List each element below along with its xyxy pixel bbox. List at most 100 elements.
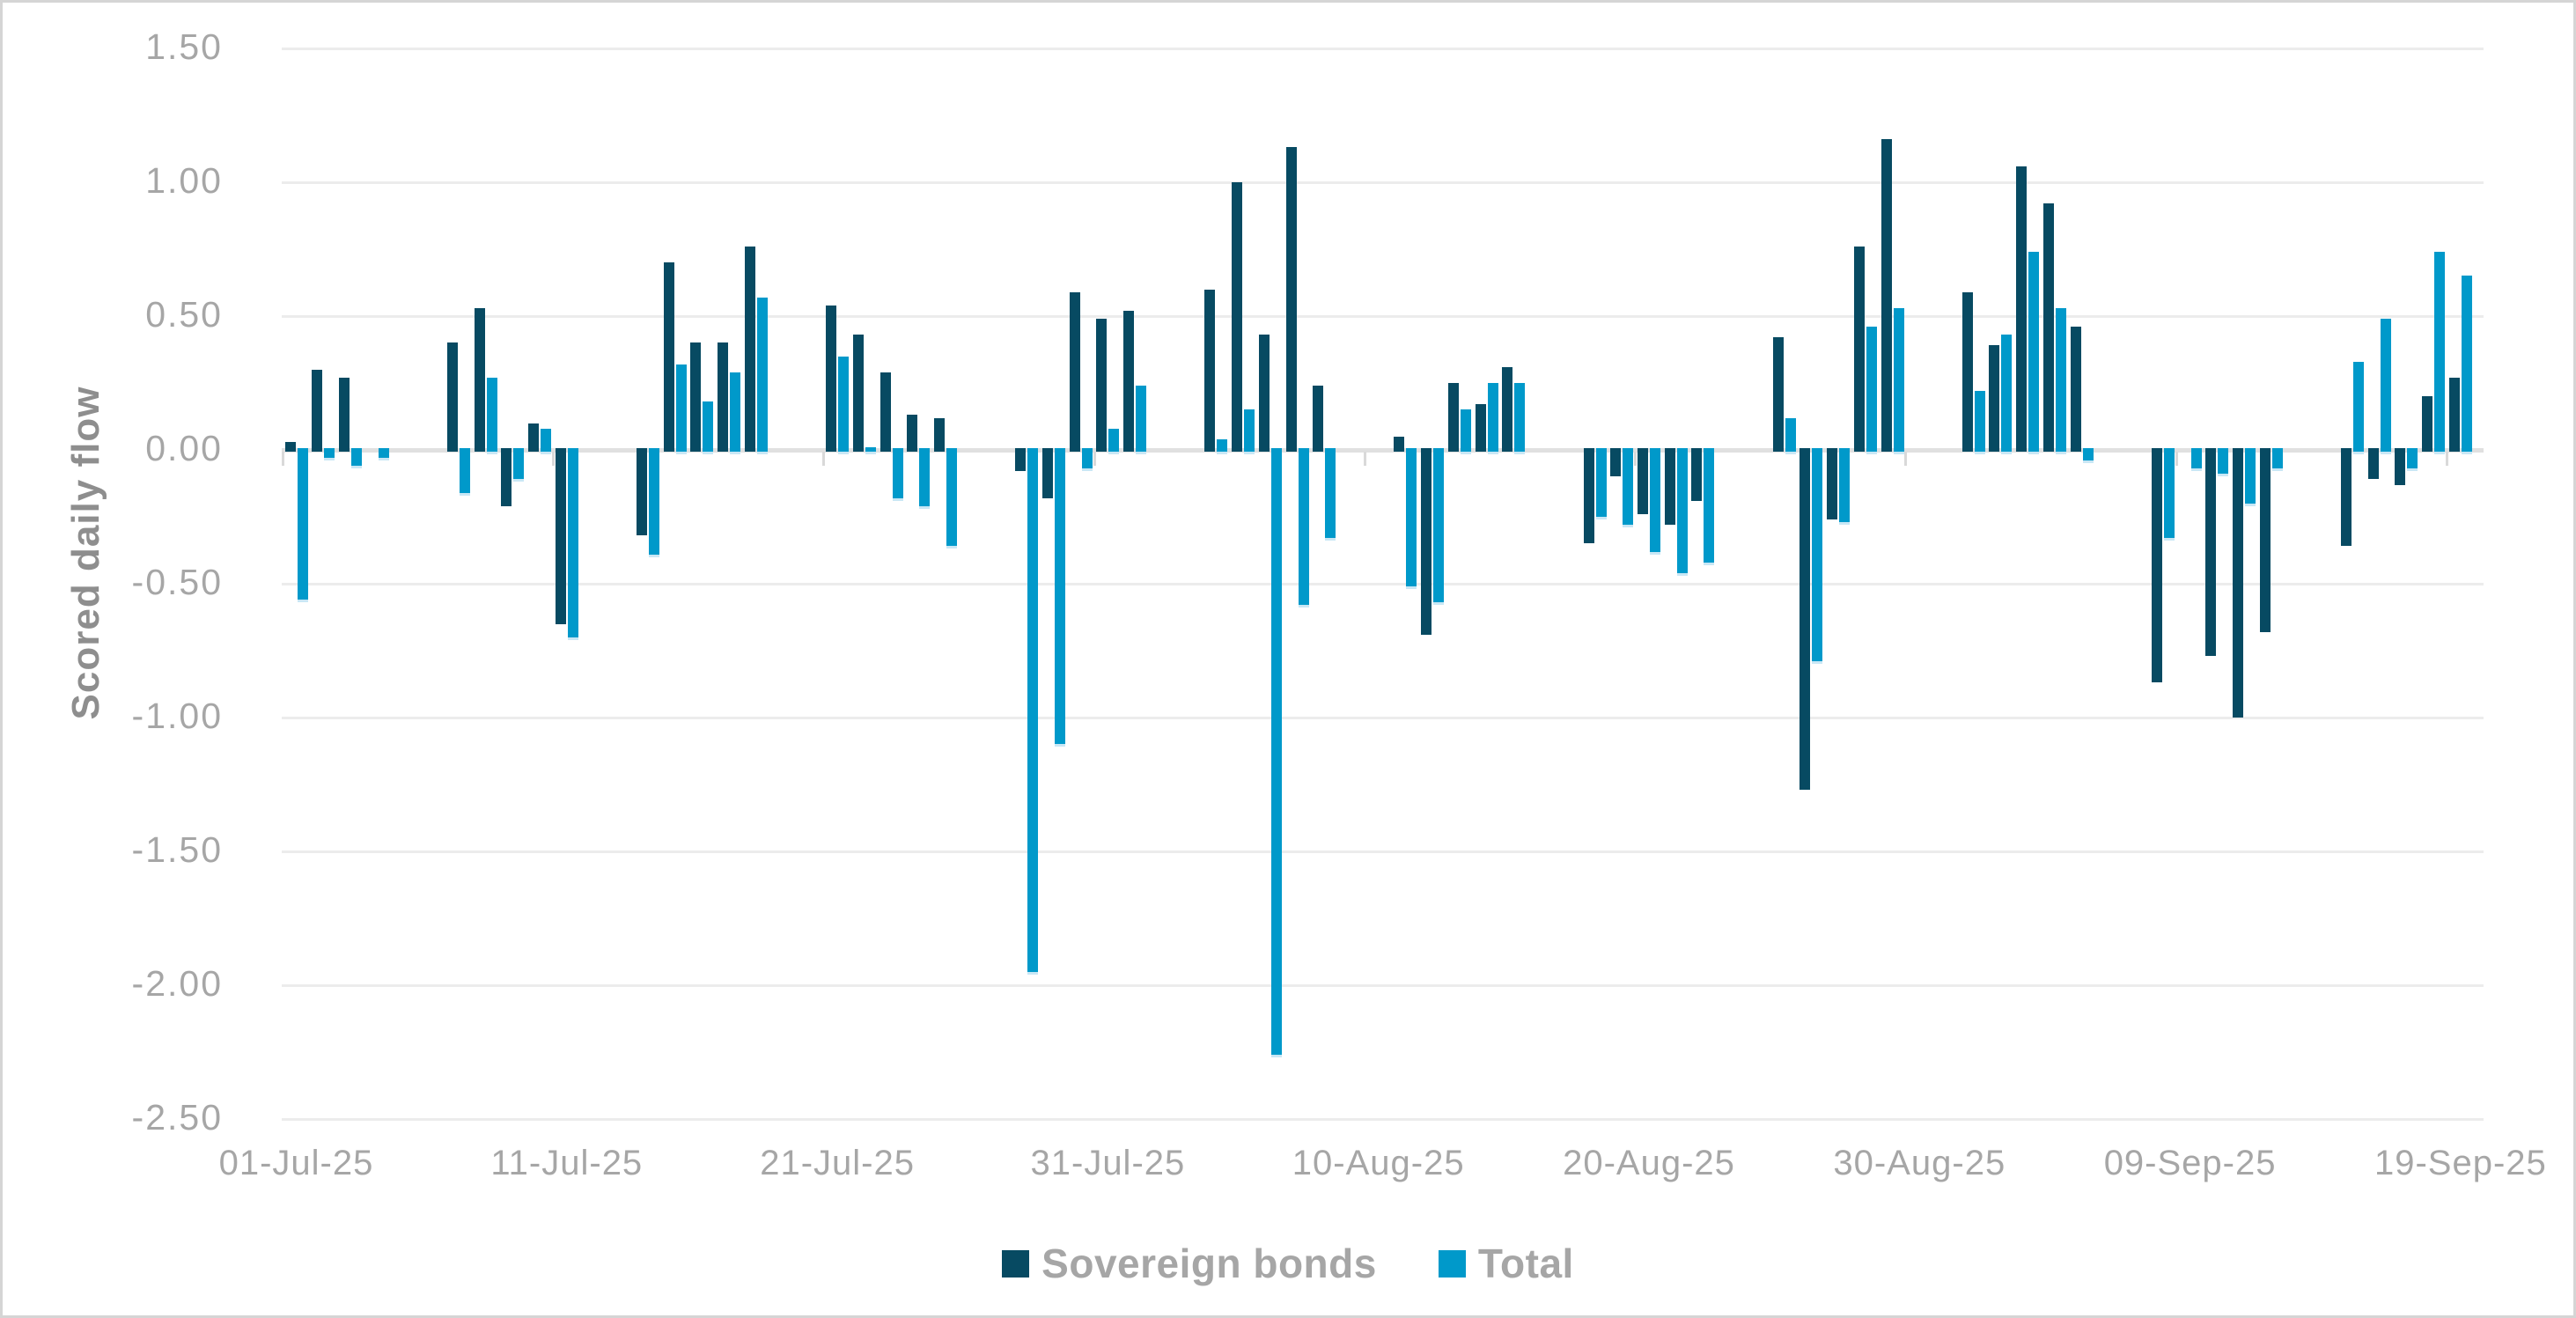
bar-sovereign-bonds: [1961, 291, 1973, 452]
bar-total: [1244, 409, 1255, 452]
bar-total: [2190, 448, 2202, 469]
bar-sovereign-bonds: [1502, 366, 1513, 452]
plot-area: 1.50 1.00 0.50 0.00 -0.50 -1.00 -1.50 -2.00 -2.5…: [3, 3, 2573, 1315]
x-axis-tick: [1904, 452, 1908, 466]
legend: Sovereign bonds Total: [3, 1235, 2573, 1292]
x-axis-tick: [1363, 452, 1366, 466]
bar-total: [1866, 327, 1877, 452]
bar-sovereign-bonds: [718, 342, 729, 452]
gridline: [282, 983, 2484, 987]
bar-total: [1650, 448, 1660, 552]
bar-total: [541, 428, 552, 452]
x-axis-tick: [1634, 452, 1638, 466]
bar-sovereign-bonds: [934, 417, 946, 452]
bar-total: [2001, 335, 2013, 452]
bar-sovereign-bonds: [2233, 448, 2244, 718]
bar-sovereign-bonds: [501, 448, 512, 506]
bar-sovereign-bonds: [826, 305, 837, 452]
x-axis-tick: [281, 452, 284, 466]
gridline: [282, 180, 2484, 184]
bar-sovereign-bonds: [907, 415, 918, 452]
x-tick-label: 11-Jul-25: [490, 1144, 644, 1182]
bar-sovereign-bonds: [312, 369, 323, 452]
bar-total: [1433, 448, 1445, 603]
bar-total: [1785, 417, 1796, 452]
bar-sovereign-bonds: [284, 441, 296, 452]
bar-total: [350, 448, 362, 467]
x-tick-label: 31-Jul-25: [1030, 1144, 1186, 1182]
bar-total: [2271, 448, 2283, 469]
bar-total: [2407, 448, 2418, 469]
bar-total: [324, 448, 335, 459]
bar-sovereign-bonds: [2070, 327, 2081, 452]
x-axis-tick: [551, 452, 555, 466]
bar-total: [2352, 361, 2364, 452]
bar-total: [459, 448, 470, 493]
bar-total: [1081, 448, 1093, 469]
legend-item-total: Total: [1438, 1240, 1574, 1287]
bar-sovereign-bonds: [1069, 291, 1080, 452]
bar-sovereign-bonds: [338, 377, 350, 452]
bar-sovereign-bonds: [1853, 246, 1865, 452]
bar-sovereign-bonds: [2340, 448, 2352, 547]
y-tick-label: 1.50: [145, 26, 223, 67]
y-tick-label: 0.50: [145, 294, 223, 335]
bar-sovereign-bonds: [555, 448, 566, 624]
bar-total: [2082, 448, 2094, 461]
y-tick-label: 0.00: [145, 428, 223, 468]
legend-label-sovereign-bonds: Sovereign bonds: [1041, 1241, 1377, 1286]
bar-total: [1839, 448, 1851, 523]
bar-sovereign-bonds: [1015, 448, 1027, 472]
x-tick-label: 19-Sep-25: [2374, 1144, 2547, 1182]
legend-label-total: Total: [1477, 1241, 1574, 1286]
bar-sovereign-bonds: [2367, 448, 2379, 480]
bar-sovereign-bonds: [2151, 448, 2162, 683]
x-axis-tick: [1093, 452, 1096, 466]
bar-sovereign-bonds: [1232, 182, 1243, 452]
bar-total: [2245, 448, 2256, 504]
y-tick-label: -1.00: [131, 696, 223, 736]
bar-sovereign-bonds: [474, 307, 485, 452]
legend-swatch-total: [1438, 1249, 1466, 1278]
bar-sovereign-bonds: [1880, 139, 1892, 452]
bar-sovereign-bonds: [636, 448, 647, 536]
bar-sovereign-bonds: [1772, 337, 1784, 452]
bar-total: [297, 448, 308, 600]
bar-total: [2461, 276, 2472, 452]
bar-total: [2218, 448, 2229, 475]
bar-total: [1595, 448, 1607, 517]
bar-total: [1298, 448, 1309, 606]
bar-total: [1136, 386, 1147, 452]
y-tick-label: -1.50: [131, 829, 223, 870]
x-axis-tick: [822, 452, 826, 466]
bar-sovereign-bonds: [1827, 448, 1838, 520]
x-tick-label: 21-Jul-25: [760, 1144, 915, 1182]
bar-total: [513, 448, 525, 480]
bar-total: [1623, 448, 1634, 526]
bar-sovereign-bonds: [2042, 203, 2054, 452]
bar-sovereign-bonds: [1096, 319, 1108, 452]
bar-total: [1893, 307, 1904, 452]
bar-total: [2028, 252, 2040, 452]
bar-total: [1704, 448, 1715, 563]
zero-line: [282, 447, 2484, 453]
bar-total: [1108, 428, 1120, 452]
bar-sovereign-bonds: [2395, 448, 2406, 485]
x-tick-label: 01-Jul-25: [218, 1144, 374, 1182]
bar-sovereign-bonds: [2205, 448, 2217, 657]
bar-sovereign-bonds: [1285, 147, 1297, 452]
bar-sovereign-bonds: [663, 262, 674, 452]
x-axis-tick: [2175, 452, 2178, 466]
bar-total: [1812, 448, 1823, 662]
bar-total: [1487, 383, 1498, 452]
bar-total: [756, 297, 768, 452]
bar-total: [2434, 252, 2446, 452]
bar-total: [946, 448, 958, 547]
x-tick-label: 09-Sep-25: [2103, 1144, 2277, 1182]
bar-sovereign-bonds: [2016, 166, 2028, 452]
bar-sovereign-bonds: [2422, 396, 2433, 452]
bar-total: [892, 448, 903, 498]
bar-sovereign-bonds: [744, 246, 755, 452]
bar-sovereign-bonds: [1447, 383, 1459, 452]
